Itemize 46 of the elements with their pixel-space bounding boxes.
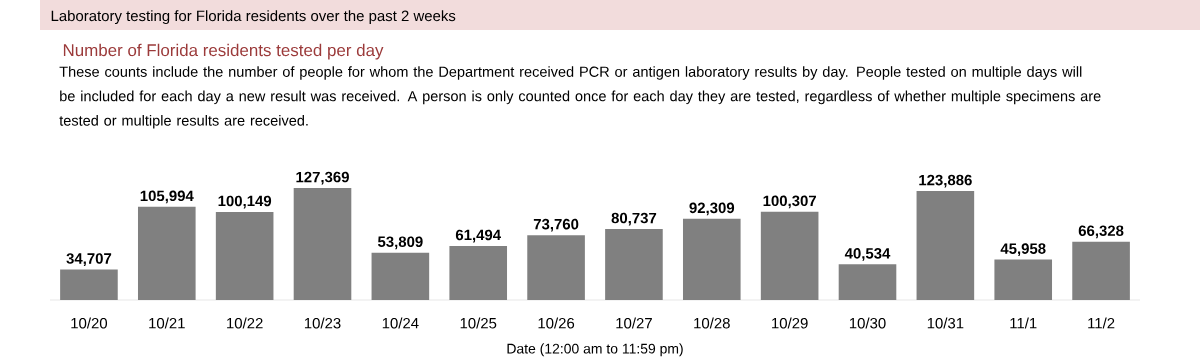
data-label: 53,809 xyxy=(377,236,423,250)
x-tick-label: 10/21 xyxy=(149,317,185,329)
data-label: 105,994 xyxy=(140,190,194,204)
data-label: 100,149 xyxy=(218,195,272,209)
x-tick-label: 10/24 xyxy=(382,317,419,329)
data-label: 61,494 xyxy=(455,229,501,243)
data-label: 100,307 xyxy=(763,195,816,209)
bar xyxy=(838,264,897,300)
x-tick-label: 11/1 xyxy=(1010,317,1037,329)
chart-title: Laboratory testing for Florida residents over the past 2 weeks xyxy=(51,10,456,25)
x-tick-label: 10/22 xyxy=(227,317,263,329)
x-tick-label: 10/25 xyxy=(460,317,497,329)
data-label: 123,886 xyxy=(919,174,972,188)
bar xyxy=(449,245,508,300)
x-tick-label: 10/20 xyxy=(71,317,108,329)
bar xyxy=(137,206,196,300)
bar xyxy=(527,235,585,300)
bar xyxy=(682,218,741,300)
x-tick-label: 10/23 xyxy=(304,317,341,329)
bar xyxy=(215,211,274,300)
data-label: 66,328 xyxy=(1078,225,1124,239)
bar xyxy=(293,188,352,300)
x-tick-label: 10/31 xyxy=(927,317,964,329)
x-tick-label: 10/27 xyxy=(616,317,652,329)
data-label: 127,369 xyxy=(296,171,349,185)
x-tick-label: 11/2 xyxy=(1088,317,1115,329)
x-tick-label: 10/29 xyxy=(772,317,808,329)
data-label: 92,309 xyxy=(689,202,735,216)
data-label: 45,958 xyxy=(1000,243,1046,257)
x-tick-label: 10/26 xyxy=(538,317,575,329)
bar xyxy=(1072,241,1130,300)
data-label: 40,534 xyxy=(844,248,891,261)
bar xyxy=(916,191,975,300)
x-tick-label: 10/28 xyxy=(694,317,730,329)
chart-subtitle: Number of Florida residents tested per day xyxy=(63,43,384,60)
x-axis-title: Date (12:00 am to 11:59 pm) xyxy=(507,343,683,357)
data-label: 34,707 xyxy=(66,253,112,266)
bar xyxy=(60,269,118,300)
data-label: 73,760 xyxy=(533,218,579,232)
bar xyxy=(760,211,819,300)
bar xyxy=(994,259,1053,300)
bar xyxy=(371,252,430,300)
x-tick-label: 10/30 xyxy=(849,317,886,329)
text: These counts include the number of people for whom the Department received PCR or antigen laboratory results by day. People tested on multiple days will be included for each day a new result was received. A person is only counted once for each day they are tested, regardless of whether multiple specimens are tested or multiple results are received. xyxy=(59,66,1101,129)
bar xyxy=(605,229,663,300)
data-label: 80,737 xyxy=(611,212,657,226)
